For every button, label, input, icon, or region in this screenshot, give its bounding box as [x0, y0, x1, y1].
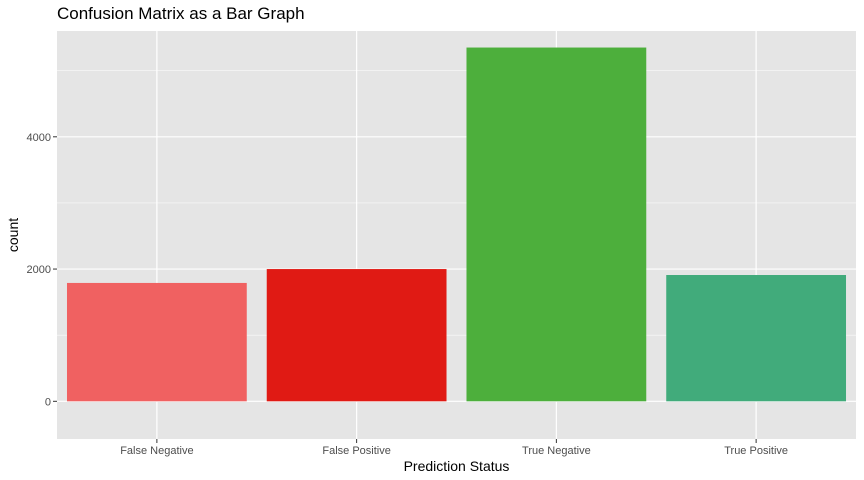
x-tick-label: True Positive	[724, 445, 788, 457]
bar-false-positive	[266, 269, 447, 402]
x-tick-label: False Positive	[322, 445, 390, 457]
x-axis-title: Prediction Status	[404, 458, 510, 474]
bar-false-negative	[66, 282, 247, 402]
y-tick-label: 0	[45, 396, 51, 408]
chart-title: Confusion Matrix as a Bar Graph	[57, 4, 305, 23]
bar-true-positive	[666, 275, 847, 402]
y-axis-title: count	[5, 218, 21, 252]
x-tick-label: True Negative	[522, 445, 591, 457]
x-tick-label: False Negative	[120, 445, 193, 457]
y-tick-label: 4000	[27, 132, 51, 144]
y-tick-label: 2000	[27, 264, 51, 276]
bar-true-negative	[466, 47, 647, 402]
